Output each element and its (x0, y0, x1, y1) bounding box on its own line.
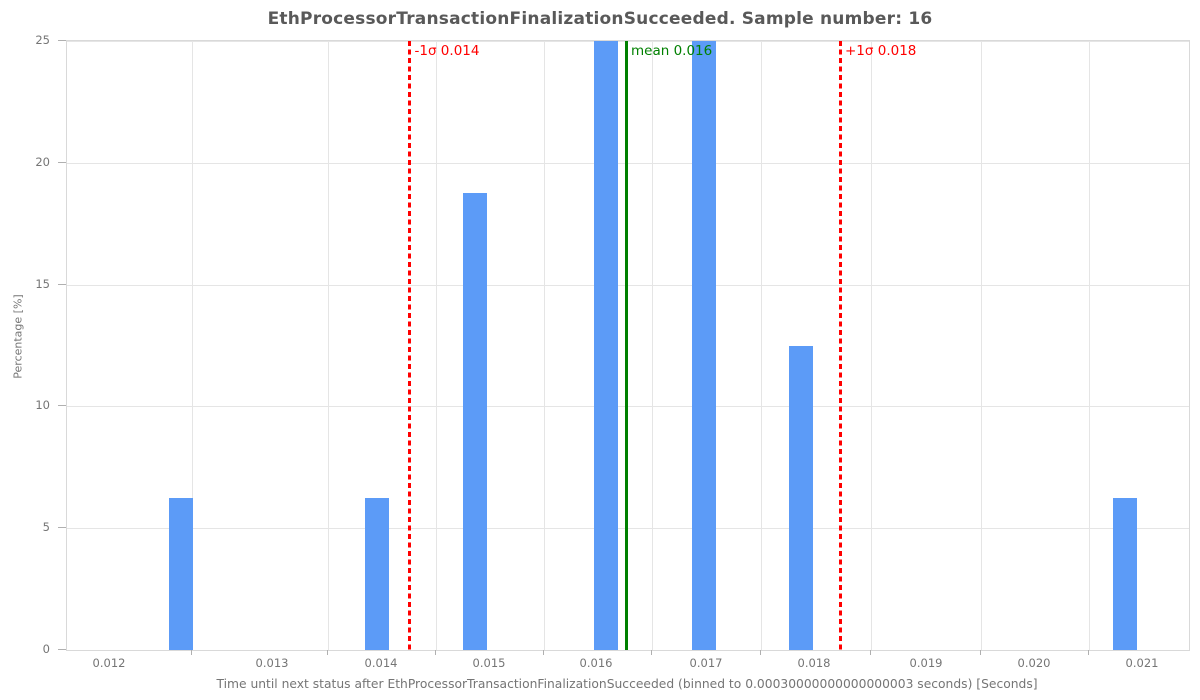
x-tick-label: 0.018 (797, 656, 831, 670)
x-axis-title: Time until next status after EthProcesso… (216, 677, 1038, 691)
x-tick-mark (543, 650, 544, 655)
y-tick-label: 20 (35, 154, 50, 169)
x-tick-mark (760, 650, 761, 655)
histogram-bar (168, 497, 193, 650)
vertical-gridline (191, 41, 193, 650)
y-tick-label: 15 (35, 276, 50, 291)
plot-area: -1σ 0.014 mean 0.016 +1σ 0.018 (66, 40, 1190, 651)
y-tick-mark (58, 161, 66, 163)
x-tick-mark (651, 650, 652, 655)
vertical-gridline (327, 41, 329, 650)
horizontal-gridline (67, 162, 1189, 164)
histogram-bar (789, 345, 813, 650)
histogram-bar (692, 41, 716, 650)
horizontal-gridline (67, 284, 1189, 286)
horizontal-gridline (67, 406, 1189, 408)
vertical-gridline (436, 41, 437, 650)
y-tick-mark (58, 649, 66, 650)
y-tick-mark (58, 527, 66, 529)
x-tick-mark (980, 650, 981, 655)
histogram-bar (462, 193, 487, 650)
histogram-bar (593, 41, 618, 650)
x-tick-mark (190, 650, 192, 655)
vertical-gridline (761, 41, 762, 650)
minus-sigma-annotation-label: -1σ 0.014 (414, 43, 480, 59)
x-tick-label: 0.017 (689, 656, 723, 670)
x-tick-label: 0.013 (255, 656, 289, 670)
x-tick-mark (435, 650, 436, 655)
vertical-gridline (544, 41, 545, 650)
vertical-gridline (981, 41, 982, 650)
x-tick-label: 0.019 (909, 656, 943, 670)
histogram-bar (1112, 497, 1137, 650)
x-tick-label: 0.012 (92, 656, 126, 670)
plus-sigma-annotation-label: +1σ 0.018 (845, 43, 917, 59)
x-tick-label: 0.014 (364, 656, 398, 670)
vertical-gridline (871, 41, 872, 650)
plus-sigma-line (838, 41, 842, 650)
mean-annotation-label: mean 0.016 (631, 43, 713, 59)
horizontal-gridline (67, 41, 1189, 42)
horizontal-gridline (67, 528, 1189, 530)
y-tick-mark (58, 283, 66, 285)
chart-title: EthProcessorTransactionFinalizationSucce… (267, 9, 933, 29)
x-tick-mark (870, 650, 871, 655)
x-tick-label: 0.015 (472, 656, 506, 670)
y-tick-label: 0 (42, 642, 50, 656)
x-tick-label: 0.016 (579, 656, 613, 670)
vertical-gridline (652, 41, 653, 650)
x-tick-mark (1088, 650, 1089, 655)
vertical-gridline (1089, 41, 1090, 650)
y-tick-label: 5 (42, 520, 50, 535)
y-tick-label: 25 (35, 33, 50, 47)
x-tick-label: 0.021 (1125, 656, 1159, 670)
mean-line (624, 41, 628, 650)
y-tick-mark (58, 405, 66, 407)
x-tick-mark (326, 650, 328, 655)
x-tick-label: 0.020 (1017, 656, 1051, 670)
y-tick-label: 10 (35, 398, 50, 413)
y-tick-mark (58, 40, 66, 41)
minus-sigma-line (408, 41, 411, 650)
histogram-bar (364, 497, 389, 650)
